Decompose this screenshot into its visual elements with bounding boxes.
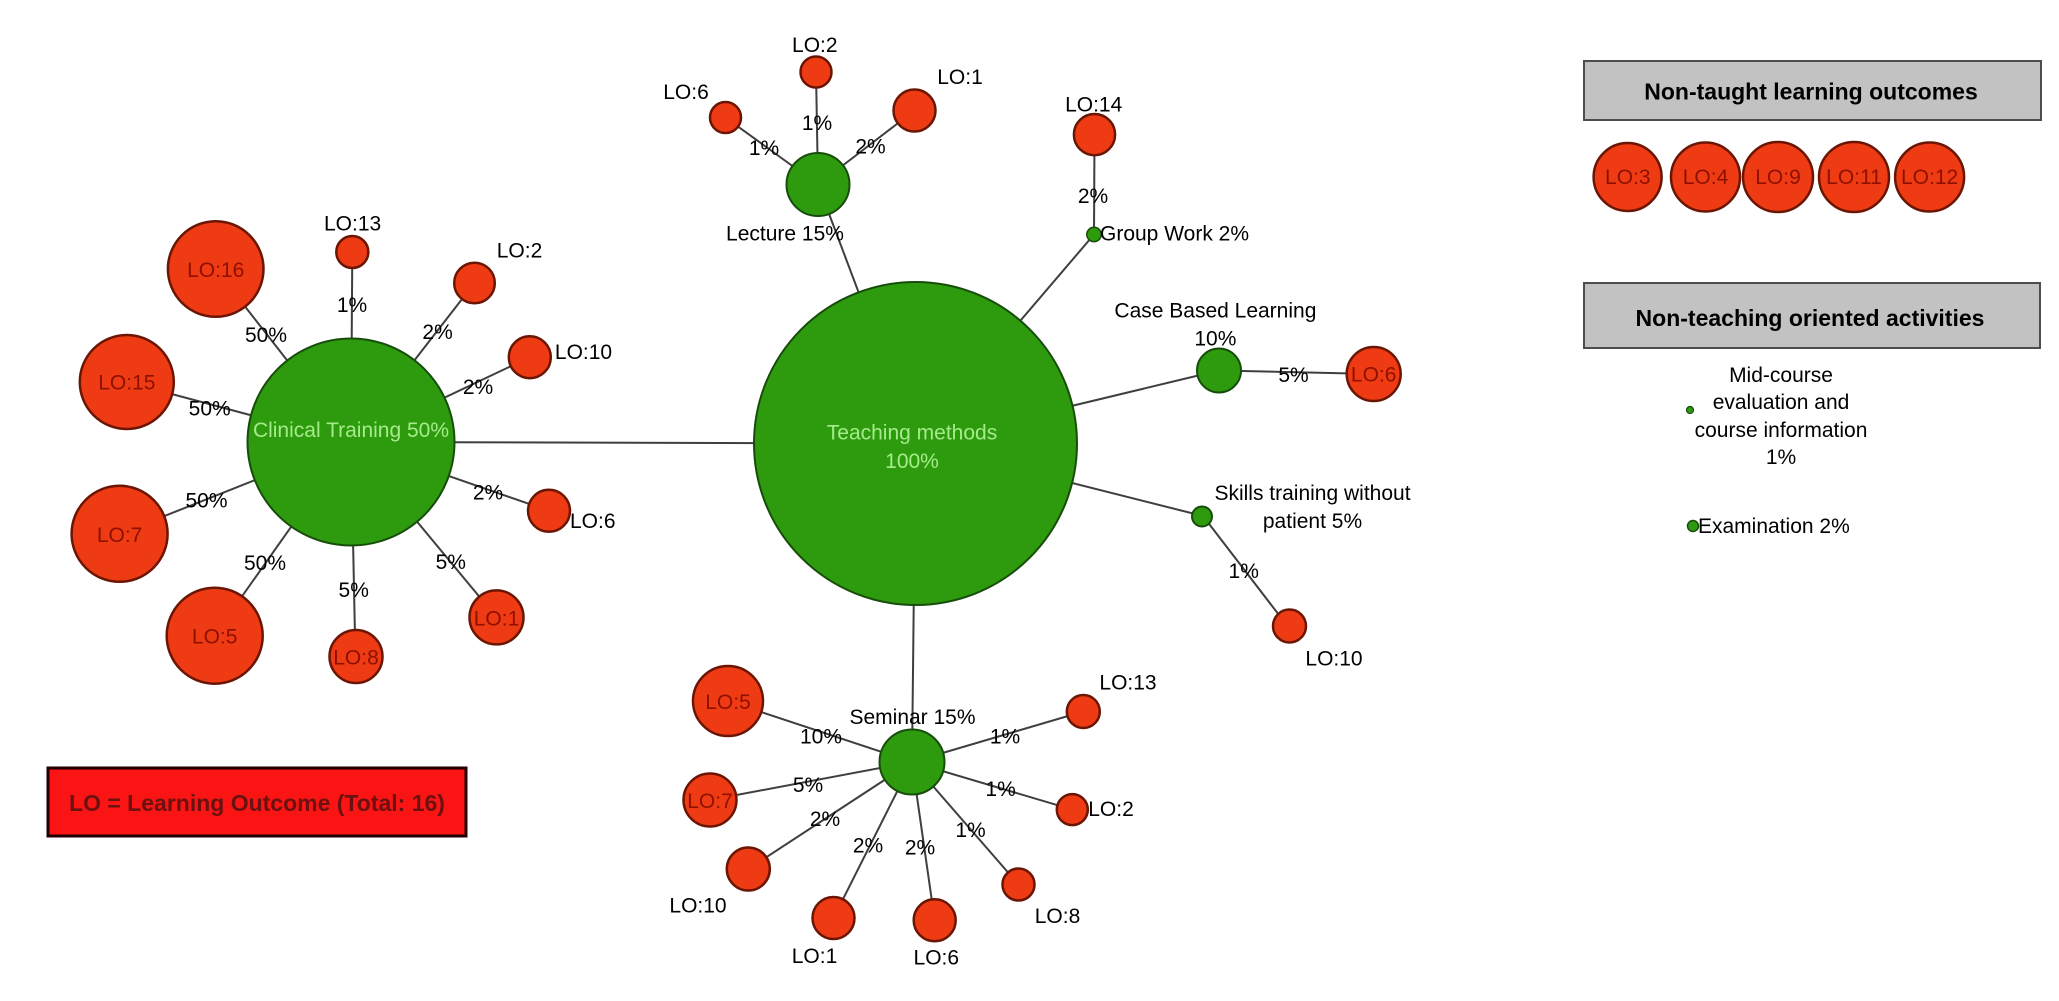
svg-text:LO:14: LO:14 [1065,94,1123,117]
svg-text:LO:6: LO:6 [570,510,616,533]
svg-text:5%: 5% [793,774,823,797]
svg-text:1%: 1% [1229,560,1259,583]
svg-text:LO:13: LO:13 [324,213,381,236]
svg-text:course information: course information [1695,419,1868,442]
svg-text:LO:7: LO:7 [687,790,733,813]
svg-text:10%: 10% [800,726,842,749]
svg-text:LO:1: LO:1 [937,66,983,89]
svg-text:2%: 2% [463,376,493,399]
svg-text:5%: 5% [436,551,466,574]
svg-text:Non-teaching oriented activiti: Non-teaching oriented activities [1636,305,1985,331]
svg-text:100%: 100% [885,450,939,473]
svg-text:patient 5%: patient 5% [1263,510,1362,533]
svg-text:Case Based Learning: Case Based Learning [1114,300,1316,323]
svg-text:LO:4: LO:4 [1683,166,1729,189]
svg-text:Examination 2%: Examination 2% [1698,515,1850,538]
svg-text:5%: 5% [339,579,369,602]
svg-text:LO:15: LO:15 [98,372,155,395]
svg-text:50%: 50% [244,552,286,575]
svg-text:LO:16: LO:16 [187,259,244,282]
svg-text:LO:1: LO:1 [792,945,838,968]
svg-text:LO:10: LO:10 [555,341,612,364]
svg-text:2%: 2% [853,835,883,858]
svg-text:Teaching methods: Teaching methods [827,422,997,445]
svg-text:10%: 10% [1194,328,1236,351]
svg-text:1%: 1% [749,137,779,160]
svg-text:LO:7: LO:7 [97,524,143,547]
svg-text:Group Work 2%: Group Work 2% [1100,223,1249,246]
svg-text:Clinical Training 50%: Clinical Training 50% [253,419,449,442]
svg-text:evaluation and: evaluation and [1713,391,1850,414]
svg-text:Seminar 15%: Seminar 15% [849,706,975,729]
svg-text:1%: 1% [990,726,1020,749]
svg-text:Skills training without: Skills training without [1214,482,1410,505]
svg-text:2%: 2% [905,837,935,860]
svg-text:2%: 2% [855,136,885,159]
svg-text:LO:1: LO:1 [474,607,520,630]
svg-text:LO:5: LO:5 [705,691,751,714]
svg-text:LO:13: LO:13 [1099,672,1156,695]
svg-text:LO = Learning Outcome (Total:: LO = Learning Outcome (Total: 16) [69,790,445,816]
svg-text:LO:8: LO:8 [1035,905,1081,928]
svg-text:LO:10: LO:10 [669,895,726,918]
svg-text:LO:11: LO:11 [1826,166,1882,189]
svg-text:Lecture 15%: Lecture 15% [726,223,844,246]
svg-text:2%: 2% [422,321,452,344]
svg-text:1%: 1% [1766,446,1796,469]
svg-text:LO:5: LO:5 [192,626,238,649]
svg-text:LO:12: LO:12 [1901,166,1958,189]
svg-text:LO:6: LO:6 [1351,364,1397,387]
svg-text:1%: 1% [955,819,985,842]
svg-text:LO:6: LO:6 [914,947,960,970]
svg-text:50%: 50% [189,398,231,421]
svg-text:2%: 2% [473,482,503,505]
svg-text:LO:10: LO:10 [1305,648,1362,671]
svg-text:50%: 50% [185,490,227,513]
svg-text:Mid-course: Mid-course [1729,364,1833,387]
svg-text:1%: 1% [337,294,367,317]
svg-text:1%: 1% [985,778,1015,801]
svg-text:LO:3: LO:3 [1605,166,1651,189]
svg-text:LO:6: LO:6 [663,81,709,104]
svg-text:2%: 2% [810,808,840,831]
svg-text:5%: 5% [1278,364,1308,387]
svg-text:LO:2: LO:2 [1088,798,1134,821]
svg-text:LO:8: LO:8 [333,647,379,670]
svg-text:Non-taught learning outcomes: Non-taught learning outcomes [1644,79,1978,105]
svg-text:2%: 2% [1078,185,1108,208]
svg-text:LO:9: LO:9 [1755,166,1801,189]
svg-text:LO:2: LO:2 [497,240,543,263]
svg-text:1%: 1% [802,112,832,135]
svg-text:LO:2: LO:2 [792,34,838,57]
svg-text:50%: 50% [245,324,287,347]
